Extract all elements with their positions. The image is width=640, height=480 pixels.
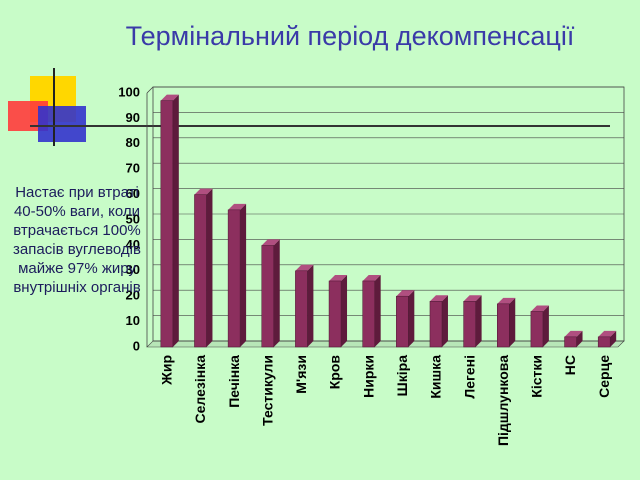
bar-side — [240, 203, 247, 347]
bar-top — [497, 297, 516, 304]
bar — [564, 336, 577, 348]
x-tick-label: Легені — [461, 355, 477, 399]
bar-top — [362, 274, 381, 281]
bar-side — [374, 274, 381, 347]
axis-line — [146, 86, 154, 94]
y-tick-label: 100 — [118, 84, 140, 99]
bar-side — [341, 274, 348, 347]
annotation-line: Настає при втраті — [15, 184, 139, 201]
bar-top — [228, 203, 247, 210]
y-tick-label: 40 — [126, 237, 140, 252]
bar — [362, 280, 375, 348]
y-tick-label: 20 — [126, 288, 140, 303]
bar-top — [429, 295, 448, 302]
x-tick-label: Печінка — [226, 355, 242, 408]
bar — [597, 336, 611, 348]
y-tick-label: 90 — [126, 110, 140, 125]
bar — [328, 280, 342, 348]
bar-top — [530, 305, 549, 312]
bar-side — [206, 188, 213, 347]
bar — [429, 301, 443, 348]
x-tick-label: Кістки — [529, 355, 545, 398]
bar — [463, 301, 476, 348]
bar-top — [295, 264, 314, 271]
y-tick-label: 10 — [126, 313, 140, 328]
y-tick-label: 70 — [126, 161, 140, 176]
bar-side — [408, 290, 415, 347]
bar — [530, 311, 544, 348]
bar-side — [441, 295, 448, 347]
bar-side — [273, 239, 280, 347]
bar-side — [509, 297, 516, 347]
y-tick-label: 50 — [126, 211, 140, 226]
x-tick-label: М'язи — [293, 355, 309, 394]
bar — [194, 194, 207, 348]
bar — [261, 245, 274, 348]
y-tick-label: 80 — [126, 135, 140, 150]
x-tick-label: Нирки — [360, 355, 376, 398]
x-tick-label: Жир — [159, 355, 175, 386]
chart-title: Термінальний період декомпенсації — [126, 21, 575, 51]
bar-side — [576, 330, 583, 347]
bar — [396, 295, 409, 348]
x-tick-label: Кишка — [428, 355, 444, 399]
bar — [160, 100, 174, 348]
x-tick-label: Шкіра — [394, 355, 410, 397]
annotation: Настає при втраті 40-50% ваги, коли втра… — [2, 183, 152, 297]
bar-top — [463, 295, 482, 302]
bar-top — [261, 239, 280, 246]
bar-side — [172, 94, 179, 348]
bar — [295, 270, 308, 348]
deco-square — [38, 106, 86, 142]
bar-side — [610, 330, 617, 347]
x-tick-label: Тестикули — [259, 355, 275, 426]
bar-top — [564, 330, 583, 337]
x-tick-label: Серце — [596, 355, 612, 398]
bar-top — [329, 274, 348, 281]
y-tick-label: 60 — [126, 186, 140, 201]
x-tick-label: Підшлункова — [495, 355, 511, 446]
x-tick-label: Селезінка — [192, 355, 208, 424]
bar-top — [598, 330, 617, 337]
bar-top — [396, 290, 415, 297]
bar — [227, 209, 241, 348]
bar-top — [160, 94, 179, 101]
y-tick-label: 30 — [126, 262, 140, 277]
bar-top — [194, 188, 213, 195]
bar-side — [307, 264, 314, 347]
y-tick-label: 0 — [133, 338, 140, 353]
floor — [146, 340, 625, 348]
bar-side — [542, 305, 549, 347]
annotation-line: 40-50% ваги, коли втрачається 100% запас… — [13, 203, 141, 296]
bar-side — [475, 295, 482, 347]
x-tick-label: Кров — [327, 355, 343, 390]
x-tick-label: НС — [562, 355, 578, 375]
bar — [497, 303, 510, 348]
